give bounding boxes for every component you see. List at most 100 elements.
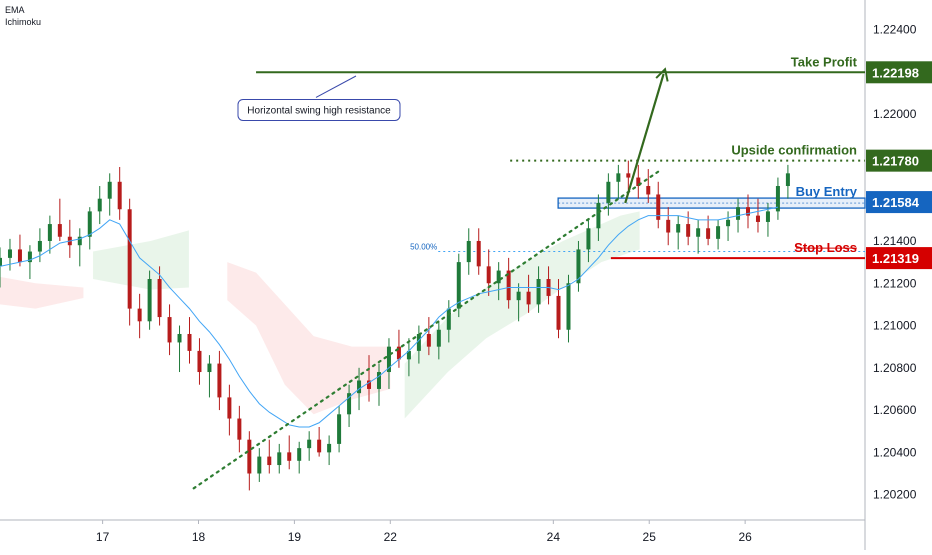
- candle-body: [396, 346, 401, 360]
- candle-body: [566, 283, 571, 330]
- candle-body: [367, 380, 372, 389]
- candle-body: [526, 291, 531, 305]
- candle-body: [726, 219, 731, 227]
- candle-body: [117, 181, 122, 210]
- levels-layer: [256, 71, 866, 260]
- candle-body: [586, 228, 591, 250]
- candle-body: [696, 228, 701, 237]
- ema-line: [0, 206, 779, 428]
- candle-body: [466, 240, 471, 263]
- price-badge: [866, 149, 932, 172]
- overlay-layer: Horizontal swing high resistance: [0, 74, 779, 490]
- x-tick-label: 18: [192, 530, 206, 544]
- x-tick-label: 25: [643, 530, 657, 544]
- candle-body: [357, 380, 362, 394]
- candle-body: [217, 363, 222, 398]
- x-tick-label: 22: [384, 530, 398, 544]
- y-tick-label: 1.21200: [873, 276, 917, 290]
- candle-body: [257, 456, 262, 474]
- level-label: Upside confirmation: [731, 143, 857, 158]
- y-tick-label: 1.20400: [873, 445, 917, 459]
- x-tick-label: 24: [547, 530, 561, 544]
- target-arrow: [624, 74, 663, 204]
- candle-body: [347, 393, 352, 415]
- ichimoku-cloud-band: [404, 211, 640, 419]
- candle-body: [765, 211, 770, 222]
- candle-body: [37, 240, 42, 252]
- indicator-legend: EMA Ichimoku: [5, 4, 41, 28]
- y-tick-label: 1.20800: [873, 361, 917, 375]
- candle-body: [87, 211, 92, 237]
- candle-body: [496, 270, 501, 284]
- price-badge-label: 1.22198: [872, 65, 919, 80]
- candle-body: [297, 448, 302, 461]
- indicator-ichimoku-label[interactable]: Ichimoku: [5, 17, 42, 27]
- candle-body: [656, 194, 661, 220]
- candle-body: [57, 224, 62, 237]
- candle-body: [0, 257, 2, 267]
- y-tick-label: 1.21400: [873, 234, 917, 248]
- annotation-box: [237, 98, 401, 121]
- fib-50-label: 50.00%: [410, 243, 437, 252]
- annotation-pointer: [315, 75, 357, 98]
- candle-body: [636, 177, 641, 187]
- candle-body: [267, 456, 272, 466]
- level-label: Take Profit: [791, 54, 858, 69]
- ichimoku-cloud-layer: [0, 211, 640, 419]
- y-tick-label: 1.20600: [873, 403, 917, 417]
- candle-body: [27, 251, 32, 263]
- candle-body: [596, 202, 601, 229]
- candle-body: [237, 418, 242, 440]
- x-tick-label: 17: [96, 530, 110, 544]
- candles-layer: [0, 160, 790, 491]
- candle-body: [157, 279, 162, 318]
- candle-body: [327, 443, 332, 453]
- candle-body: [626, 173, 631, 178]
- candle-body: [247, 439, 252, 474]
- candle-body: [127, 209, 132, 309]
- candle-body: [207, 363, 212, 373]
- x-tick-label: 19: [288, 530, 302, 544]
- candle-body: [446, 308, 451, 330]
- price-badge-label: 1.21780: [872, 154, 919, 169]
- y-tick-label: 1.22400: [873, 23, 917, 37]
- candle-body: [606, 181, 611, 203]
- candle-body: [187, 333, 192, 351]
- price-badge-label: 1.21584: [872, 195, 920, 210]
- candle-body: [775, 186, 780, 212]
- candle-body: [676, 224, 681, 233]
- level-label: Buy Entry: [796, 184, 858, 199]
- annotation-text: Horizontal swing high resistance: [247, 105, 391, 116]
- axes-layer: 1.20200 1.20400 1.20600 1.20800 1.21000 1.212…: [0, 0, 917, 550]
- ascending-trendline: [192, 170, 660, 490]
- candle-body: [17, 249, 22, 263]
- candle-body: [746, 207, 751, 216]
- candle-body: [386, 346, 391, 373]
- candle-body: [167, 317, 172, 343]
- ichimoku-cloud-band: [93, 230, 189, 290]
- candle-body: [177, 333, 182, 343]
- candle-body: [506, 270, 511, 301]
- candle-body: [97, 198, 102, 212]
- candle-body: [716, 226, 721, 239]
- candle-body: [616, 173, 621, 182]
- candle-body: [227, 397, 232, 419]
- x-tick-label: 26: [738, 530, 752, 544]
- price-badge-label: 1.21319: [872, 251, 919, 266]
- indicator-ema-label[interactable]: EMA: [5, 5, 25, 15]
- candle-body: [556, 295, 561, 330]
- candle-body: [376, 372, 381, 389]
- candle-body: [416, 333, 421, 351]
- candle-body: [476, 240, 481, 267]
- candle-body: [785, 173, 790, 187]
- candle-body: [426, 333, 431, 347]
- candle-body: [706, 228, 711, 239]
- price-badge: [866, 247, 932, 270]
- candle-body: [317, 439, 322, 453]
- candle-body: [755, 215, 760, 222]
- candle-body: [406, 350, 411, 360]
- candle-body: [576, 249, 581, 284]
- candle-body: [197, 350, 202, 373]
- price-badge: [866, 61, 932, 84]
